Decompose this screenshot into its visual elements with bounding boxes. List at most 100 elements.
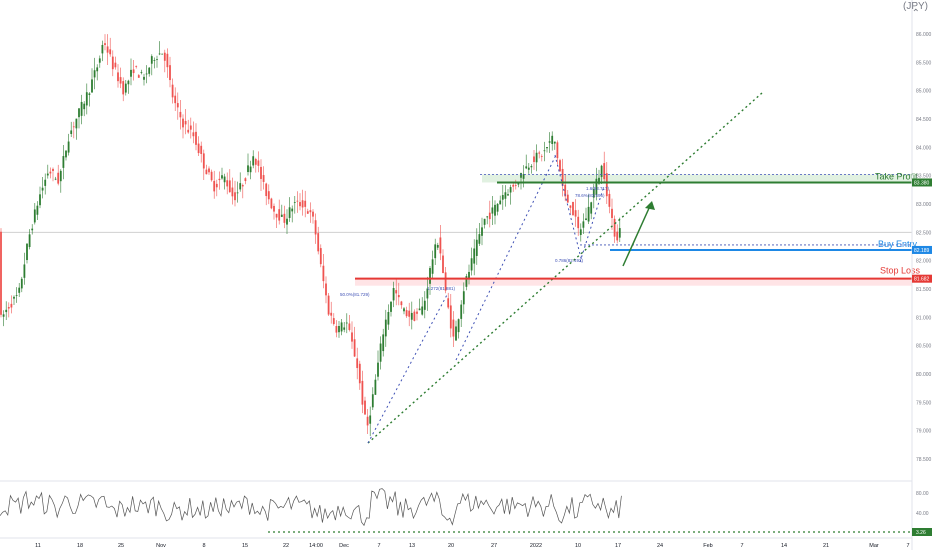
candle-body (431, 259, 434, 274)
candle-body (280, 214, 283, 217)
price-tick: 85.500 (916, 60, 932, 66)
candle-body (413, 311, 416, 321)
candle-body (579, 229, 582, 235)
rsi-line (0, 488, 622, 527)
candle-body (7, 307, 10, 309)
candle-body (470, 258, 473, 271)
time-tick: 7 (906, 543, 909, 549)
candle-body (462, 291, 465, 305)
candle-body (101, 44, 104, 54)
candle-body (345, 322, 348, 324)
candle-body (559, 160, 561, 172)
stop-loss-zone (355, 277, 912, 286)
fib-line-3[interactable] (554, 154, 583, 263)
candle-body (273, 205, 275, 212)
candle-body (444, 272, 447, 291)
candle-body (265, 183, 268, 197)
candle-body (88, 93, 91, 95)
candle-body (117, 72, 119, 82)
candle-body (590, 202, 593, 214)
candle-body (358, 363, 361, 384)
candle-body (78, 108, 80, 118)
candle-body (577, 216, 580, 229)
candle-body (286, 218, 288, 225)
candle-body (335, 326, 338, 333)
candle-body (140, 72, 143, 73)
candle-body (70, 130, 73, 134)
candle-body (54, 178, 57, 180)
candle-body (332, 318, 335, 325)
candle-body (574, 210, 577, 217)
candle-body (0, 231, 2, 315)
time-tick: Mar (869, 543, 879, 549)
time-tick: 25 (118, 543, 124, 549)
candle-body (52, 168, 54, 172)
candle-body (296, 200, 299, 202)
candle-body (283, 213, 286, 223)
candle-body (525, 166, 528, 169)
candle-body (327, 295, 330, 315)
chevron-up-icon[interactable]: ⌃ (911, 8, 920, 19)
price-tick: 81.000 (916, 315, 932, 321)
candle-body (449, 305, 452, 329)
candle-body (556, 142, 559, 159)
fib-line-4[interactable] (579, 185, 605, 263)
candle-body (223, 176, 226, 183)
time-tick: 20 (448, 543, 454, 549)
candle-body (598, 177, 600, 184)
candle-body (23, 264, 26, 278)
candle-body (75, 118, 78, 129)
candle-body (158, 53, 161, 55)
candle-body (317, 233, 320, 252)
candle-body (496, 203, 499, 212)
candle-body (26, 243, 28, 261)
candle-body (28, 234, 31, 248)
fib-line-2[interactable] (455, 152, 558, 361)
candle-body (582, 221, 585, 228)
candle-body (247, 165, 249, 173)
candle-body (481, 227, 483, 236)
candle-body (390, 301, 392, 312)
candle-body (228, 180, 231, 193)
buy-entry-badge: 82.189 (912, 245, 932, 254)
candle-body (330, 312, 333, 316)
candle-body (184, 120, 187, 125)
candle-body (270, 198, 273, 209)
candle-body (512, 184, 515, 187)
candle-body (215, 183, 218, 188)
candle-body (127, 80, 130, 85)
time-tick: 27 (491, 543, 497, 549)
candle-body (192, 132, 195, 137)
take-profit-badge: 83.380 (912, 178, 932, 187)
candle-body (494, 204, 496, 216)
candle-body (613, 218, 616, 237)
candle-body (171, 84, 174, 98)
candle-body (533, 156, 535, 163)
time-axis[interactable]: 11 18 25 Nov 8 15 22 14:00 Dec 7 13 20 27 2022 10 17 24 F… (35, 543, 909, 549)
time-tick: 10 (575, 543, 581, 549)
candle-body (67, 141, 70, 153)
candle-body (509, 187, 512, 193)
candle-body (72, 126, 75, 128)
candle-body (46, 173, 49, 176)
candle-body (530, 166, 533, 168)
candle-body (400, 301, 403, 306)
candle-body (551, 135, 554, 144)
candle-body (221, 175, 223, 179)
price-tick: 83.500 (916, 174, 932, 180)
candle-body (405, 310, 408, 317)
candle-body (548, 141, 551, 143)
candle-body (379, 343, 382, 362)
rsi-tick: 80.00 (916, 491, 929, 497)
fib-line-1[interactable] (367, 292, 449, 444)
candle-body (361, 380, 364, 405)
price-tick: 85.000 (916, 89, 932, 95)
rsi-tick: 40.00 (916, 511, 929, 517)
svg-text:82.189: 82.189 (914, 248, 930, 254)
candle-body (195, 131, 197, 145)
price-axis[interactable]: 86.000 85.500 85.000 84.500 84.000 83.500 83.0… (916, 32, 932, 463)
candle-body (13, 296, 15, 299)
candle-body (244, 178, 247, 182)
